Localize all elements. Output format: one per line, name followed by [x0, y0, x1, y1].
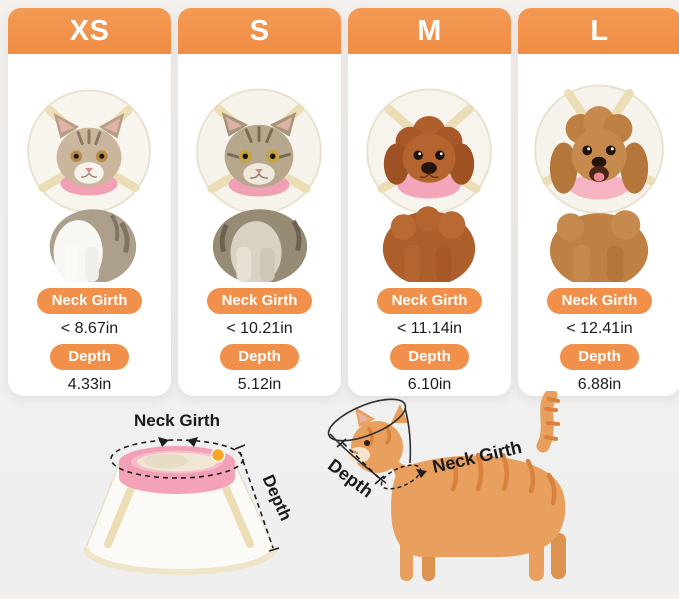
cat-measure-diagram: Depth Neck Girth: [303, 388, 679, 594]
size-tab-xs: XS: [8, 8, 171, 54]
brown-poodle-in-cone-illustration: [366, 88, 492, 282]
pet-photo-m: [348, 54, 511, 282]
size-card-xs: XS: [8, 8, 171, 396]
neck-girth-value: < 8.67in: [60, 320, 119, 337]
depth-pill: Depth: [390, 344, 469, 370]
arrow-left-icon: [158, 437, 169, 447]
neck-girth-label: Neck Girth: [134, 411, 220, 430]
size-card-l: L: [518, 8, 679, 396]
neck-girth-value: < 12.41in: [566, 320, 633, 337]
cat-measure-illustration: Depth Neck Girth: [324, 388, 566, 581]
size-card-body: Neck Girth < 10.21in Depth 5.12in: [178, 54, 341, 396]
cat-illustration: [348, 388, 566, 581]
depth-pill: Depth: [560, 344, 639, 370]
cone-measure-illustration: Neck Girth Depth: [83, 411, 296, 575]
apricot-poodle-in-cone-illustration: [534, 84, 664, 282]
neck-girth-pill: Neck Girth: [376, 288, 483, 314]
depth-pill: Depth: [220, 344, 299, 370]
tabby-kitten-in-cone-illustration: [27, 89, 151, 282]
cat-illustration: [212, 112, 308, 282]
pet-photo-xs: [8, 54, 171, 282]
size-card-s: S: [178, 8, 341, 396]
size-card-body: Neck Girth < 12.41in Depth 6.88in: [518, 54, 679, 396]
cone-illustration: [83, 446, 277, 575]
depth-value: 6.10in: [407, 376, 452, 393]
depth-value: 4.33in: [67, 376, 112, 393]
size-tab-l: L: [518, 8, 679, 54]
depth-value: 5.12in: [237, 376, 282, 393]
cone-measure-diagram: Neck Girth Depth: [52, 402, 306, 594]
neck-girth-pill: Neck Girth: [206, 288, 313, 314]
neck-girth-pill: Neck Girth: [546, 288, 653, 314]
tabby-cat-in-cone-illustration: [196, 88, 322, 282]
poodle-puppy-illustration: [382, 115, 476, 282]
depth-label: Depth: [259, 472, 296, 524]
size-chart-row: XS: [8, 8, 679, 396]
arrow-icon: [416, 469, 427, 478]
poodle-illustration: [549, 106, 649, 282]
neck-girth-measure: Neck Girth: [110, 411, 244, 479]
neck-girth-pill: Neck Girth: [36, 288, 143, 314]
pet-photo-l: [518, 54, 679, 282]
depth-value: 6.88in: [577, 376, 622, 393]
size-tab-m: M: [348, 8, 511, 54]
neck-girth-value: < 10.21in: [226, 320, 293, 337]
depth-pill: Depth: [50, 344, 129, 370]
arrow-right-icon: [187, 437, 198, 447]
collar-button-icon: [210, 447, 226, 463]
size-card-body: Neck Girth < 11.14in Depth 6.10in: [348, 54, 511, 396]
size-card-body: Neck Girth < 8.67in Depth 4.33in: [8, 54, 171, 396]
size-card-m: M: [348, 8, 511, 396]
pet-photo-s: [178, 54, 341, 282]
neck-girth-value: < 11.14in: [396, 320, 463, 337]
size-tab-s: S: [178, 8, 341, 54]
kitten-illustration: [49, 113, 137, 282]
